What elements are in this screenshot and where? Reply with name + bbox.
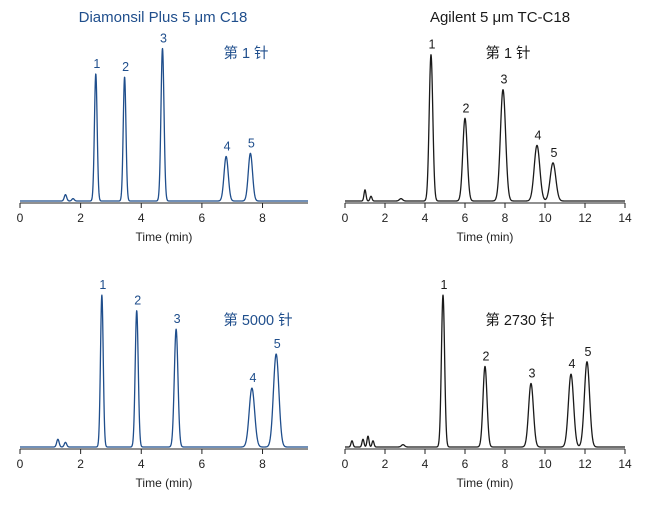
x-tick-label: 8 bbox=[502, 211, 509, 225]
chromatogram-panel-3: 0 2 4 6 8 Time (min) 第 5000 针 1 2 3 4 5 bbox=[17, 278, 309, 490]
peak-label: 2 bbox=[134, 294, 141, 308]
x-tick-label: 4 bbox=[138, 211, 145, 225]
peak-label: 1 bbox=[429, 38, 436, 52]
x-tick-label: 4 bbox=[138, 457, 145, 471]
peak-label: 3 bbox=[160, 31, 167, 45]
x-tick-label: 2 bbox=[77, 457, 84, 471]
x-axis-label: Time (min) bbox=[136, 230, 193, 244]
peak-label: 5 bbox=[585, 345, 592, 359]
peak-label: 3 bbox=[529, 366, 536, 380]
x-tick-label: 6 bbox=[199, 211, 206, 225]
peak-label: 5 bbox=[248, 136, 255, 150]
injection-count-label: 第 5000 针 bbox=[223, 311, 292, 329]
x-axis-label: Time (min) bbox=[136, 476, 193, 490]
x-tick-label: 0 bbox=[17, 211, 24, 225]
peak-label: 2 bbox=[463, 101, 470, 115]
peak-label: 2 bbox=[122, 60, 129, 74]
left-column-title: Diamonsil Plus 5 μm C18 bbox=[79, 9, 248, 26]
x-tick-label: 4 bbox=[422, 457, 429, 471]
peak-label: 5 bbox=[551, 146, 558, 160]
x-tick-label: 6 bbox=[462, 457, 469, 471]
x-tick-label: 8 bbox=[502, 457, 509, 471]
peak-label: 1 bbox=[441, 278, 448, 292]
x-tick-label: 12 bbox=[578, 211, 592, 225]
peak-label: 3 bbox=[174, 312, 181, 326]
x-tick-label: 8 bbox=[259, 457, 266, 471]
peak-label: 3 bbox=[501, 73, 508, 87]
peak-label: 2 bbox=[483, 349, 490, 363]
peak-label: 4 bbox=[535, 128, 542, 142]
x-tick-label: 10 bbox=[538, 457, 552, 471]
x-tick-label: 2 bbox=[382, 457, 389, 471]
injection-count-label: 第 1 针 bbox=[223, 44, 268, 62]
x-tick-label: 6 bbox=[199, 457, 206, 471]
peak-label: 1 bbox=[99, 278, 106, 292]
peak-label: 4 bbox=[224, 139, 231, 153]
peak-label: 4 bbox=[249, 371, 256, 385]
chromatogram-panel-1: 0 2 4 6 8 Time (min) 第 1 针 1 2 3 4 5 bbox=[17, 31, 309, 244]
chromatogram-trace bbox=[344, 294, 626, 448]
x-tick-label: 4 bbox=[422, 211, 429, 225]
peak-label: 1 bbox=[93, 57, 100, 71]
x-tick-label: 14 bbox=[618, 211, 632, 225]
x-tick-label: 0 bbox=[342, 211, 349, 225]
peak-label: 5 bbox=[274, 337, 281, 351]
x-tick-label: 8 bbox=[259, 211, 266, 225]
x-axis-label: Time (min) bbox=[457, 230, 514, 244]
injection-count-label: 第 2730 针 bbox=[485, 311, 554, 329]
chromatogram-trace bbox=[344, 54, 626, 202]
x-tick-label: 0 bbox=[17, 457, 24, 471]
x-tick-label: 0 bbox=[342, 457, 349, 471]
peak-label: 4 bbox=[569, 357, 576, 371]
x-tick-label: 10 bbox=[538, 211, 552, 225]
chromatogram-trace bbox=[19, 47, 309, 202]
right-column-title: Agilent 5 μm TC-C18 bbox=[430, 9, 570, 26]
x-tick-label: 2 bbox=[382, 211, 389, 225]
x-tick-label: 14 bbox=[618, 457, 632, 471]
injection-count-label: 第 1 针 bbox=[485, 44, 530, 62]
x-tick-label: 2 bbox=[77, 211, 84, 225]
chromatogram-trace bbox=[19, 294, 309, 448]
x-tick-label: 6 bbox=[462, 211, 469, 225]
x-tick-label: 12 bbox=[578, 457, 592, 471]
x-axis-label: Time (min) bbox=[457, 476, 514, 490]
